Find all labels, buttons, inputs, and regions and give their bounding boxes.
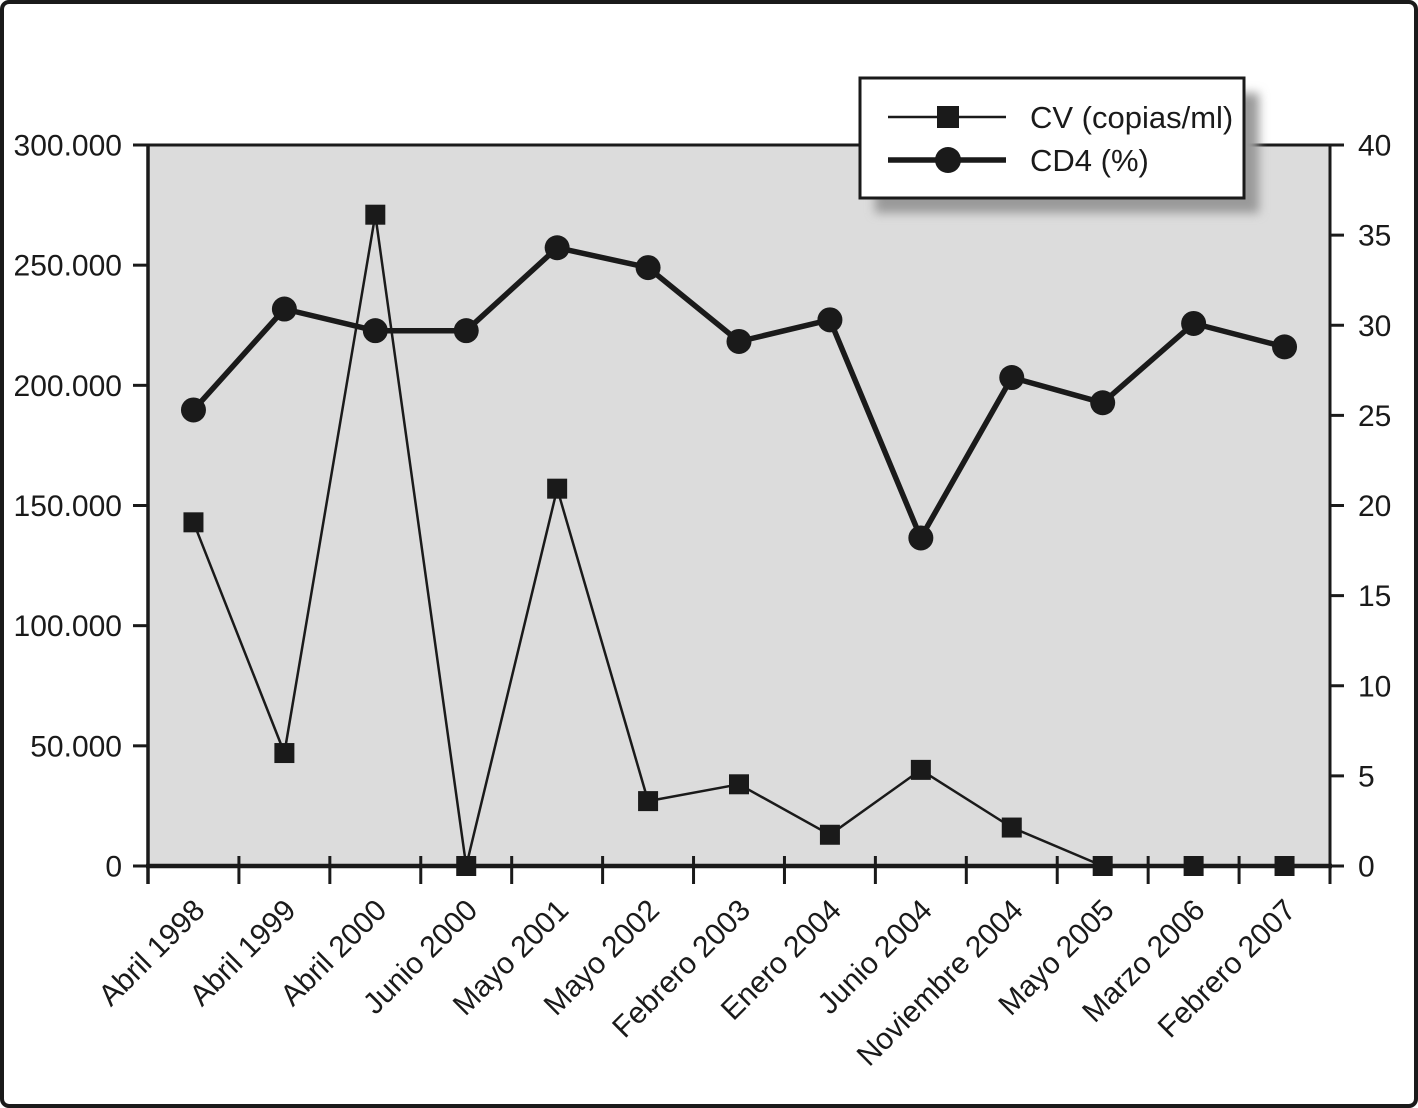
right-axis-tick-label: 5 — [1358, 760, 1375, 793]
cd4-data-point-marker — [1090, 390, 1116, 416]
cv-data-point-marker — [1183, 856, 1204, 876]
right-axis-tick-label: 0 — [1358, 851, 1375, 884]
left-axis-tick-label: 250.000 — [14, 250, 122, 283]
cd4-data-point-marker — [271, 296, 297, 322]
left-axis-tick-label: 200.000 — [14, 370, 122, 403]
cd4-data-point-marker — [635, 255, 661, 281]
cv-data-point-marker — [1274, 856, 1295, 876]
legend-label: CD4 (%) — [1030, 143, 1149, 178]
left-axis-tick-label: 300.000 — [14, 130, 122, 163]
right-axis-tick-label: 30 — [1358, 310, 1391, 343]
cv-data-point-marker — [274, 743, 295, 764]
x-axis-category-label: Noviembre 2004 — [851, 894, 1030, 1073]
left-axis-tick-label: 0 — [105, 851, 122, 884]
plot-area — [148, 145, 1330, 866]
legend-cv-marker — [937, 106, 959, 128]
left-axis-tick-label: 150.000 — [14, 490, 122, 523]
left-axis-tick-label: 100.000 — [14, 610, 122, 643]
left-axis-tick-label: 50.000 — [30, 730, 122, 763]
cv-data-point-marker — [729, 774, 749, 795]
cd4-data-point-marker — [180, 397, 206, 423]
cd4-data-point-marker — [908, 525, 934, 551]
legend-cd4-marker — [935, 147, 961, 173]
legend: CV (copias/ml) CD4 (%) — [858, 76, 1259, 213]
cv-data-point-marker — [365, 204, 386, 225]
cd4-data-point-marker — [453, 318, 479, 344]
cv-data-point-marker — [456, 856, 477, 876]
left-y-axis: 300.000 250.000 200.000 150.000 100.000 50.00… — [14, 130, 148, 884]
cd4-series — [180, 235, 1298, 551]
cd4-data-point-marker — [999, 365, 1025, 391]
right-axis-tick-label: 35 — [1358, 220, 1391, 253]
cv-data-point-marker — [819, 824, 840, 845]
cv-data-point-marker — [183, 512, 204, 533]
cv-data-point-marker — [547, 478, 568, 499]
cd4-data-point-marker — [817, 307, 843, 333]
cd4-data-point-marker — [544, 235, 570, 261]
cd4-data-point-marker — [362, 318, 388, 344]
x-axis-ticks — [237, 856, 1241, 884]
legend-label: CV (copias/ml) — [1030, 100, 1233, 135]
right-axis-tick-label: 25 — [1358, 400, 1391, 433]
cv-series — [183, 204, 1295, 876]
cv-data-point-marker — [910, 759, 931, 780]
cv-data-point-marker — [638, 791, 659, 812]
right-y-axis: 40 35 30 25 20 15 10 5 0 — [1330, 130, 1391, 884]
cd4-data-point-marker — [1181, 310, 1207, 336]
cd4-data-point-marker — [726, 328, 752, 354]
right-axis-tick-label: 40 — [1358, 130, 1391, 163]
right-axis-tick-label: 15 — [1358, 580, 1391, 613]
right-axis-tick-label: 20 — [1358, 490, 1391, 523]
cv-data-point-marker — [1001, 817, 1022, 838]
legend-box — [858, 76, 1246, 200]
cv-data-point-marker — [1092, 856, 1113, 876]
right-axis-tick-label: 10 — [1358, 670, 1391, 703]
cd4-data-point-marker — [1272, 334, 1298, 360]
